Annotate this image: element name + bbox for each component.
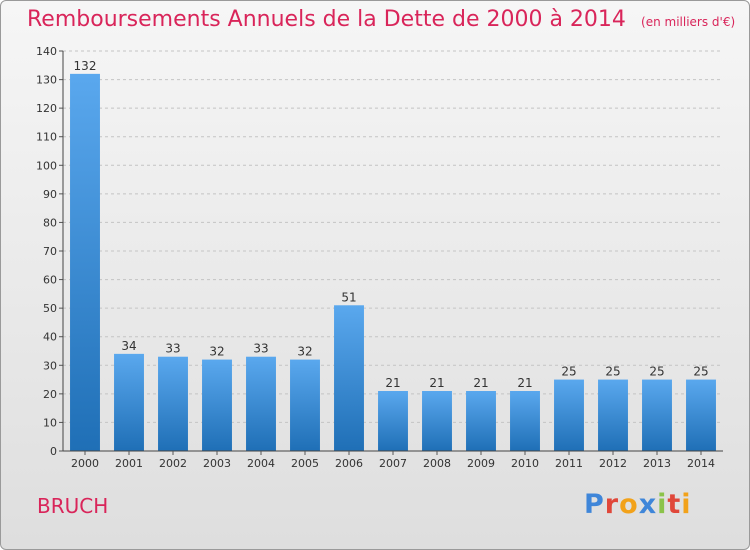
x-tick-label: 2009 <box>467 457 495 470</box>
bar <box>246 356 276 451</box>
chart-unit-note: (en milliers d'€) <box>641 15 736 29</box>
y-tick-label: 100 <box>36 159 57 172</box>
x-tick-label: 2001 <box>115 457 143 470</box>
proxiti-logo: Proxiti <box>584 489 692 520</box>
y-tick-label: 130 <box>36 74 57 87</box>
y-tick-label: 10 <box>43 416 57 429</box>
data-label: 21 <box>429 376 444 390</box>
bar <box>598 379 628 451</box>
logo-letter: i <box>681 489 692 520</box>
data-label: 32 <box>209 345 224 359</box>
x-tick-label: 2005 <box>291 457 319 470</box>
x-tick-label: 2012 <box>599 457 627 470</box>
y-tick-label: 90 <box>43 188 57 201</box>
logo-letter: i <box>657 489 668 520</box>
logo-letter: t <box>667 489 682 520</box>
data-label: 51 <box>341 290 356 304</box>
bars <box>70 73 716 451</box>
y-tick-label: 70 <box>43 245 57 258</box>
bar <box>70 73 100 451</box>
x-tick-label: 2004 <box>247 457 275 470</box>
data-label: 33 <box>165 342 180 356</box>
y-tick-label: 40 <box>43 331 57 344</box>
bar <box>114 353 144 451</box>
data-label: 32 <box>297 345 312 359</box>
bar <box>510 391 540 451</box>
y-tick-label: 0 <box>50 445 57 458</box>
chart-title-main: Remboursements Annuels de la Dette de 20… <box>27 7 626 32</box>
data-label: 21 <box>517 376 532 390</box>
bar <box>378 391 408 451</box>
y-tick-label: 80 <box>43 216 57 229</box>
bar <box>642 379 672 451</box>
bar <box>334 305 364 451</box>
y-tick-label: 110 <box>36 131 57 144</box>
x-tick-label: 2002 <box>159 457 187 470</box>
x-tick-label: 2011 <box>555 457 583 470</box>
logo-letter: x <box>638 489 658 520</box>
logo-letter: r <box>604 489 620 520</box>
bar <box>202 359 232 451</box>
axes <box>59 50 723 455</box>
y-tick-label: 120 <box>36 102 57 115</box>
bar <box>686 379 716 451</box>
labels: 0 10 20 30 40 50 60 70 80 90 100 110 120 130 140 132 200… <box>36 45 715 470</box>
x-tick-label: 2013 <box>643 457 671 470</box>
logo-letter: P <box>584 489 605 520</box>
x-tick-label: 2010 <box>511 457 539 470</box>
bar <box>422 391 452 451</box>
data-label: 25 <box>649 365 664 379</box>
data-label: 21 <box>473 376 488 390</box>
data-label: 25 <box>561 365 576 379</box>
data-label: 34 <box>121 339 136 353</box>
bar <box>554 379 584 451</box>
commune-name: BRUCH <box>37 494 109 518</box>
bar <box>466 391 496 451</box>
bar <box>158 356 188 451</box>
data-label: 25 <box>693 365 708 379</box>
x-tick-label: 2000 <box>71 457 99 470</box>
data-label: 33 <box>253 342 268 356</box>
y-tick-label: 50 <box>43 302 57 315</box>
y-tick-label: 140 <box>36 45 57 58</box>
x-tick-label: 2006 <box>335 457 363 470</box>
y-tick-label: 20 <box>43 388 57 401</box>
x-tick-label: 2007 <box>379 457 407 470</box>
chart-title: Remboursements Annuels de la Dette de 20… <box>27 7 735 32</box>
logo-letter: o <box>619 489 639 520</box>
y-tick-label: 60 <box>43 274 57 287</box>
x-tick-label: 2008 <box>423 457 451 470</box>
x-tick-label: 2014 <box>687 457 715 470</box>
data-label: 132 <box>74 59 97 73</box>
x-tick-label: 2003 <box>203 457 231 470</box>
bar <box>290 359 320 451</box>
y-tick-label: 30 <box>43 359 57 372</box>
data-label: 25 <box>605 365 620 379</box>
data-label: 21 <box>385 376 400 390</box>
